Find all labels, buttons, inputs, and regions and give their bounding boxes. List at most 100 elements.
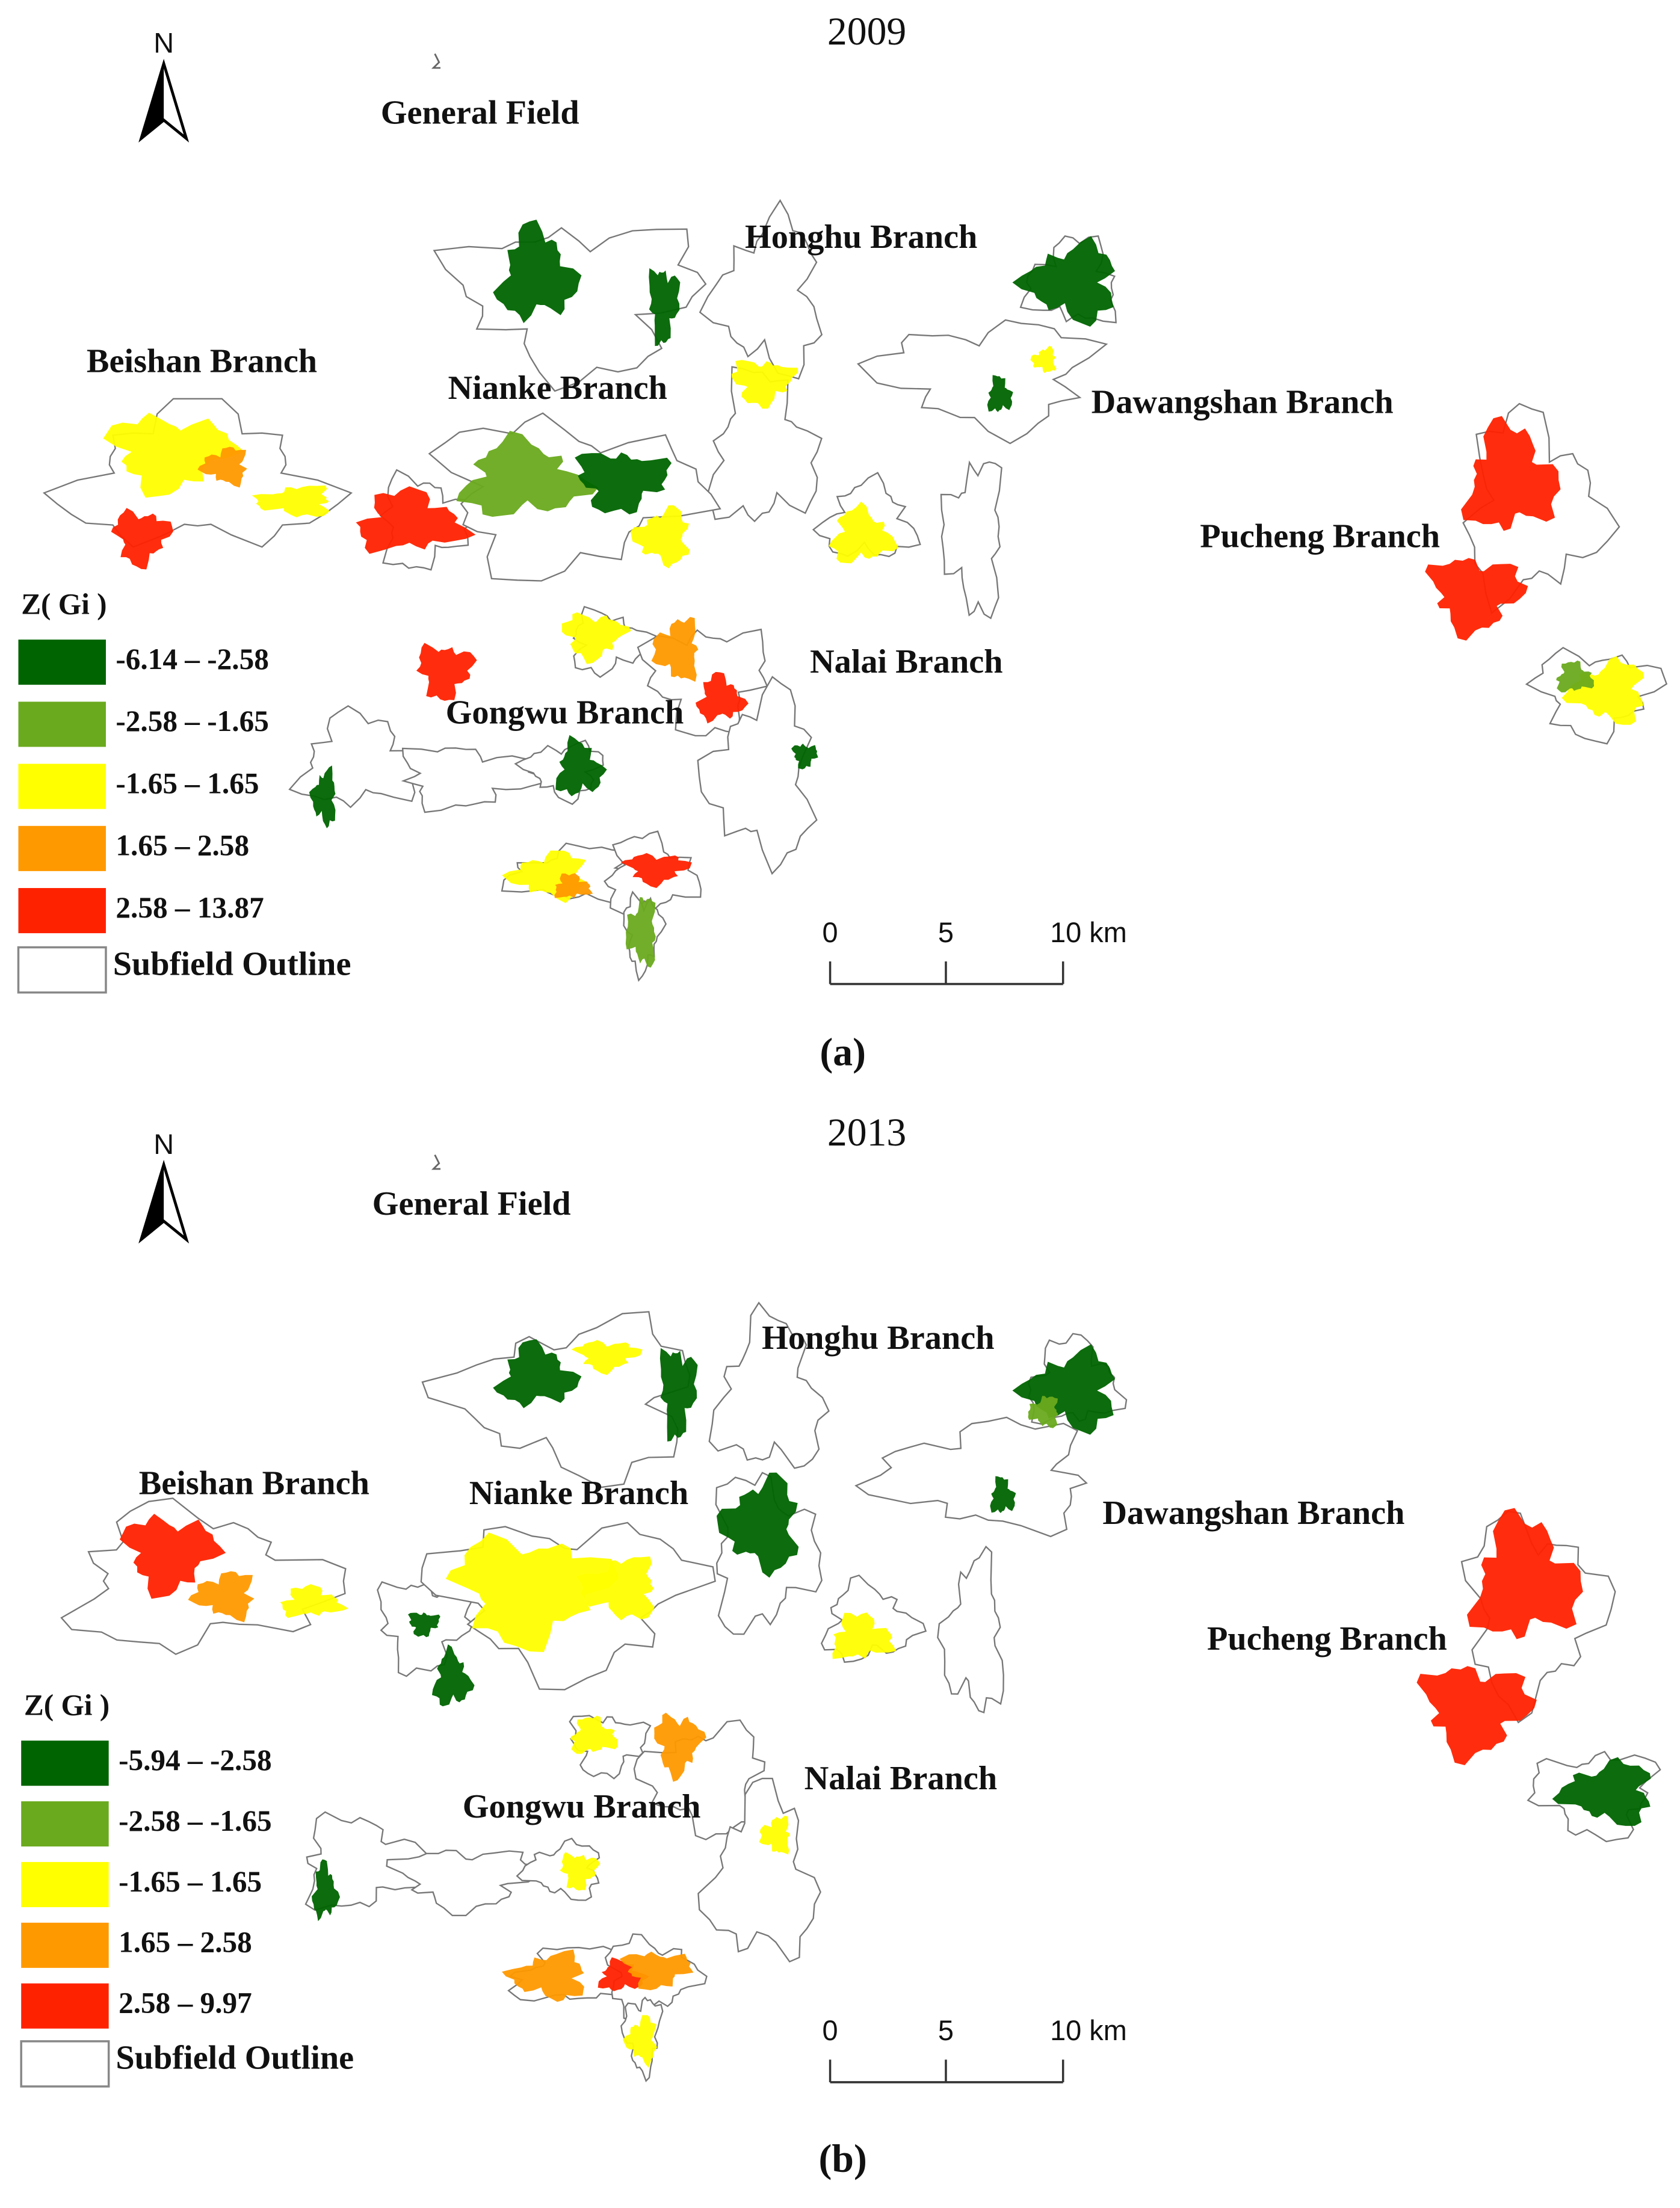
legend-swatch (21, 1741, 109, 1786)
hotspot-patch (620, 853, 692, 889)
legend-swatch (18, 825, 106, 871)
hotspot-patch (1030, 345, 1057, 374)
hotspot-patch (731, 360, 798, 409)
hotspot-patch (654, 1712, 706, 1782)
branch-label: Nianke Branch (469, 1475, 688, 1512)
hotspot-patch (631, 505, 690, 569)
subfield-outline (856, 319, 1108, 445)
legend-label: -2.58 – -1.65 (119, 1804, 272, 1837)
general-field-label: General Field (372, 1185, 571, 1223)
hotspot-patch (832, 1612, 897, 1659)
legend-label: -6.14 – -2.58 (116, 643, 269, 676)
hotspot-patch (575, 452, 672, 514)
map-panel: 2009 N General Field Honghu Branch Beishan B… (17, 10, 1668, 1074)
legend-swatch-outline (20, 2040, 110, 2088)
scale-label: 0 (823, 2015, 838, 2046)
branch-label: Nianke Branch (448, 369, 667, 407)
hotspot-patch (1012, 236, 1116, 327)
hotspot-patch (416, 643, 477, 701)
hotspot-patch (309, 765, 336, 828)
hotspot-patch (408, 1612, 440, 1638)
hotspot-patch (197, 446, 247, 488)
hotspot-patch (312, 1859, 340, 1922)
hotspot-patch (571, 1340, 643, 1375)
subfield-outline (697, 1777, 821, 1963)
legend-swatch-outline (17, 946, 107, 994)
legend-swatch (21, 1801, 109, 1847)
branch-label: Honghu Branch (745, 218, 977, 256)
hotspot-patch (990, 1476, 1016, 1513)
hotspot-patch (493, 1339, 582, 1408)
subfield-outline (940, 460, 1002, 620)
subfield-outline (937, 1545, 1004, 1714)
map-panel: 2013 N General Field Honghu Branch Beishan B… (20, 1111, 1661, 2181)
hotspot-patch (576, 1556, 655, 1621)
general-field-mark (431, 53, 441, 69)
subfield-outline (854, 1416, 1088, 1538)
legend-label: -1.65 – 1.65 (116, 766, 259, 800)
hotspot-patch (649, 268, 681, 347)
branch-label: Nalai Branch (810, 643, 1003, 680)
hotspot-patch (828, 501, 899, 564)
scale-label: 5 (938, 2015, 954, 2046)
hotspot-patch (570, 1715, 618, 1754)
hotspot-patch (493, 220, 582, 324)
subfield-outline (60, 1497, 347, 1655)
legend-label: -1.65 – 1.65 (119, 1865, 262, 1898)
subfield-outline (401, 747, 548, 813)
subfield-outline (699, 199, 823, 380)
general-field-label: General Field (381, 94, 579, 132)
north-label: N (153, 28, 174, 59)
subfield-outline (708, 1301, 830, 1469)
branch-label: Beishan Branch (139, 1465, 369, 1502)
scale-label: 10 km (1050, 917, 1127, 948)
legend-title: Z( Gi ) (24, 1688, 110, 1721)
legend-swatch (18, 888, 106, 934)
hotspot-patch (598, 1957, 650, 1991)
branch-label: Gongwu Branch (463, 1788, 701, 1825)
hotspot-patch (716, 1472, 799, 1578)
branch-label: Dawangshan Branch (1092, 384, 1394, 421)
hotspot-patch (252, 485, 330, 517)
scale-label: 10 km (1050, 2015, 1127, 2046)
legend-swatch (18, 640, 106, 685)
legend-swatch (21, 1922, 109, 1968)
subfield-outline (304, 1811, 430, 1911)
legend-title: Z( Gi ) (21, 587, 107, 620)
hotspot-patch (119, 1514, 226, 1599)
hotspot-patch (695, 671, 749, 724)
hotspot-patch (1552, 1757, 1651, 1826)
hotspot-patch (445, 1532, 619, 1653)
hotspot-patch (280, 1584, 349, 1618)
hotspot-patch (554, 873, 593, 898)
hotspot-patch (356, 486, 476, 554)
branch-label: Nalai Branch (804, 1760, 998, 1797)
hotspot-patch (651, 617, 699, 682)
hotspot-patch (625, 897, 656, 968)
hotspot-patch (619, 1951, 694, 1990)
subfield-outline (708, 366, 823, 523)
subfield-outline (697, 676, 818, 875)
general-field-mark (431, 1154, 441, 1170)
scale-label: 5 (938, 917, 954, 948)
hotspot-patch (103, 413, 245, 498)
hotspot-patch (1012, 1344, 1116, 1435)
branch-label: Honghu Branch (762, 1319, 994, 1357)
hotspot-patch (431, 1644, 475, 1707)
legend-label: 1.65 – 2.58 (119, 1926, 252, 1959)
hotspot-patch (456, 431, 599, 517)
legend-label: -2.58 – -1.65 (116, 705, 269, 738)
legend-swatch (21, 1861, 109, 1907)
hotspot-patch (502, 1949, 584, 2002)
branch-label: Dawangshan Branch (1102, 1494, 1404, 1532)
hotspot-patch (791, 744, 818, 769)
legend-swatch (18, 763, 106, 809)
legend-label: 2.58 – 9.97 (119, 1987, 252, 2020)
panel-caption: (a) (820, 1030, 866, 1074)
hotspot-patch (561, 612, 631, 664)
hotspot-patch (1466, 1508, 1583, 1639)
hotspot-patch (555, 735, 607, 797)
subfield-outline (386, 1849, 542, 1917)
